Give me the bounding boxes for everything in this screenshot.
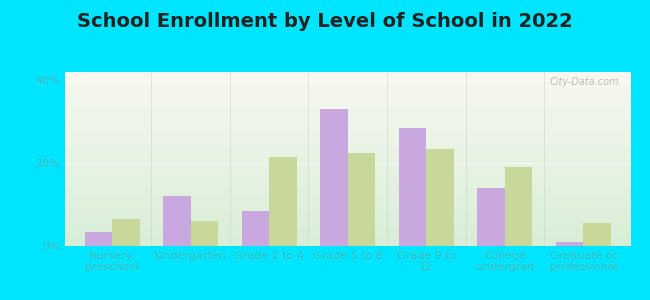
Bar: [477, 188, 505, 246]
Bar: [112, 219, 140, 246]
Text: School Enrollment by Level of School in 2022: School Enrollment by Level of School in …: [77, 12, 573, 31]
Bar: [348, 153, 375, 246]
Bar: [556, 242, 584, 246]
Text: City-Data.com: City-Data.com: [549, 77, 619, 87]
Bar: [426, 148, 454, 246]
Bar: [163, 196, 190, 246]
Bar: [320, 109, 348, 246]
Bar: [399, 128, 426, 246]
Bar: [84, 232, 112, 246]
Bar: [505, 167, 532, 246]
Bar: [584, 223, 611, 246]
Bar: [190, 221, 218, 246]
Bar: [269, 157, 296, 246]
Bar: [242, 211, 269, 246]
